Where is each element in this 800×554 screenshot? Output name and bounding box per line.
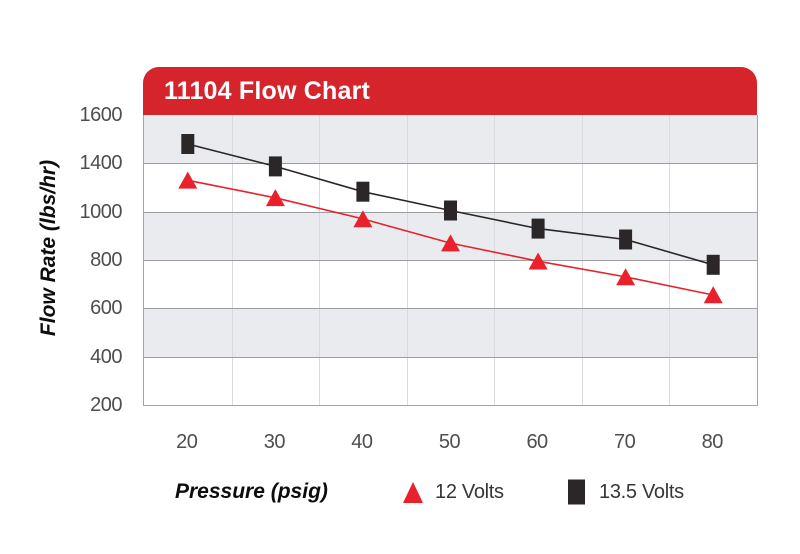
square-marker (268, 156, 282, 177)
triangle-marker (178, 171, 198, 189)
x-tick-label: 20 (176, 431, 198, 453)
legend-item-12-volts: 12 Volts (402, 478, 504, 506)
h-gridline (144, 163, 757, 165)
x-tick-label: 50 (438, 431, 461, 453)
x-tick-label: 40 (351, 431, 373, 453)
plot-band (144, 308, 757, 357)
triangle-marker (353, 210, 373, 228)
square-marker (706, 254, 720, 275)
plot-band (144, 115, 757, 164)
chart-title: 11104 Flow Chart (164, 76, 371, 105)
h-gridline (144, 260, 757, 261)
triangle-marker (703, 286, 723, 304)
y-tick-label: 1400 (79, 152, 123, 175)
triangle-icon (403, 482, 423, 503)
x-tick-label: 80 (701, 431, 724, 453)
legend-item-13-5-volts: 13.5 Volts (566, 478, 684, 506)
legend-label: 12 Volts (435, 481, 504, 503)
y-tick-label: 800 (90, 249, 122, 271)
triangle-marker (616, 268, 636, 286)
y-axis-title: Flow Rate (lbs/hr) (37, 159, 60, 337)
chart-title-banner: 11104 Flow Chart (143, 67, 757, 115)
y-tick-label: 200 (90, 394, 122, 416)
x-tick-label: 60 (526, 431, 548, 453)
y-tick-label: 400 (90, 345, 122, 368)
x-axis-title: Pressure (psig) (175, 480, 328, 503)
y-tick-label: 600 (90, 297, 122, 320)
legend-label: 13.5 Volts (599, 481, 684, 503)
h-gridline (144, 308, 757, 310)
square-marker (181, 134, 195, 154)
plot-band (144, 356, 757, 405)
y-tick-label: 1000 (79, 200, 123, 223)
triangle-marker (441, 234, 460, 252)
x-tick-label: 70 (614, 431, 636, 453)
triangle-marker (265, 189, 285, 207)
square-icon (568, 479, 585, 505)
square-marker (356, 181, 370, 202)
triangle-marker (528, 252, 548, 270)
x-tick-label: 30 (263, 431, 286, 453)
y-tick-label: 1600 (79, 104, 123, 126)
square-marker (444, 200, 457, 221)
plot-area (143, 115, 758, 406)
plot-band (144, 260, 757, 309)
square-marker (531, 218, 545, 239)
series-plot (178, 134, 723, 304)
h-gridline (144, 356, 757, 358)
square-marker (619, 229, 633, 250)
